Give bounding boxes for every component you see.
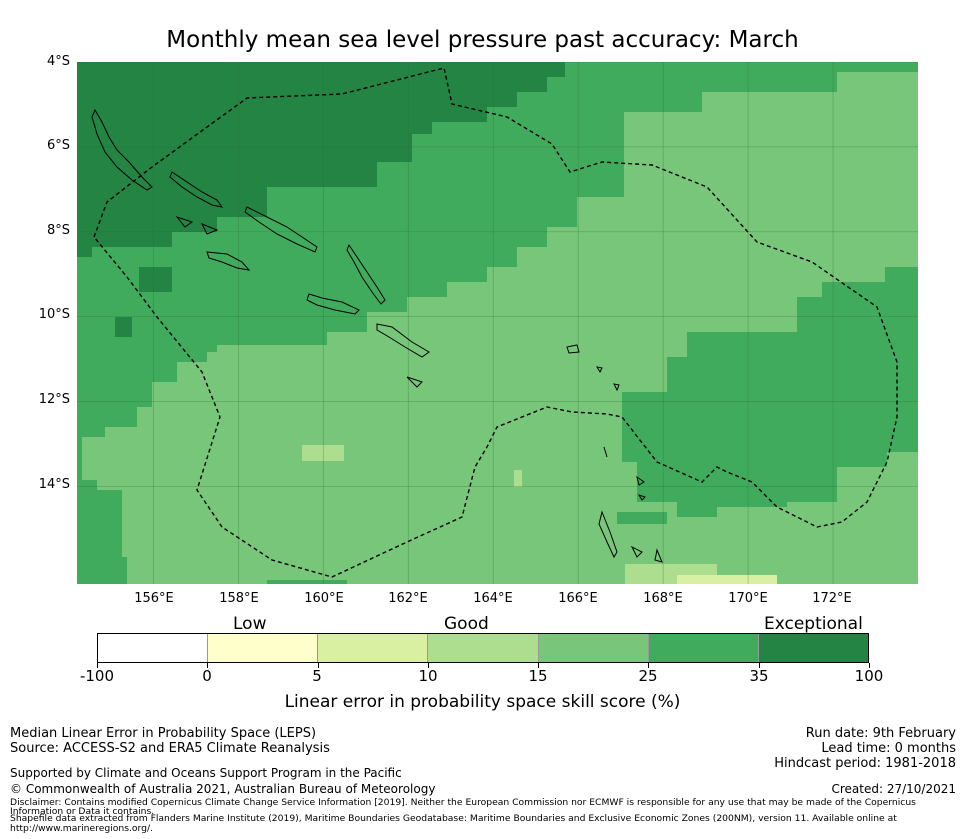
colorbar-title: Linear error in probability space skill … <box>0 692 965 712</box>
skill-region-35-100-small-1 <box>139 267 172 292</box>
footer-source: Source: ACCESS-S2 and ERA5 Climate Reana… <box>10 741 330 756</box>
skill-region-25-35-southwest <box>77 480 127 584</box>
lon-label-156e: 156°E <box>114 591 194 606</box>
colorbar-segment-7 <box>759 634 868 662</box>
footer-disclaimer-4: http://www.marineregions.org/. <box>10 823 153 834</box>
hindcast-period: Hindcast period: 1981-2018 <box>774 756 956 771</box>
footer-method: Median Linear Error in Probability Space… <box>10 726 316 741</box>
colorbar-tick-label: 5 <box>287 667 347 685</box>
lon-label-166e: 166°E <box>538 591 618 606</box>
lat-label-8s: 8°S <box>0 223 70 238</box>
colorbar-tick-label: 15 <box>508 667 568 685</box>
created-date: Created: 27/10/2021 <box>831 782 956 796</box>
lead-time: Lead time: 0 months <box>821 741 956 756</box>
skill-region-10-15-2 <box>514 470 522 487</box>
colorbar-segment-6 <box>649 634 759 662</box>
map-title: Monthly mean sea level pressure past acc… <box>0 27 965 53</box>
colorbar-segment-3 <box>318 634 428 662</box>
lat-label-12s: 12°S <box>0 392 70 407</box>
lon-label-158e: 158°E <box>199 591 279 606</box>
colorbar-tick-label: 25 <box>618 667 678 685</box>
colorbar-tick-label: -100 <box>67 667 127 685</box>
lon-label-168e: 168°E <box>623 591 703 606</box>
lat-label-10s: 10°S <box>0 307 70 322</box>
colorbar-tick-label: 10 <box>398 667 458 685</box>
skill-region-25-35-southeast-small <box>617 512 667 524</box>
lon-label-164e: 164°E <box>453 591 533 606</box>
footer-copyright: © Commonwealth of Australia 2021, Austra… <box>10 782 435 796</box>
run-date: Run date: 9th February <box>806 726 956 741</box>
lat-label-14s: 14°S <box>0 477 70 492</box>
colorbar-tick-label: 0 <box>177 667 237 685</box>
colorbar-segment-4 <box>428 634 538 662</box>
colorbar-tick-label: 35 <box>729 667 789 685</box>
colorbar-tick-label: 100 <box>839 667 899 685</box>
lat-label-6s: 6°S <box>0 138 70 153</box>
skill-score-map <box>77 62 918 584</box>
footer-support: Supported by Climate and Oceans Support … <box>10 766 402 780</box>
colorbar <box>97 633 869 663</box>
colorbar-segment-1 <box>98 634 208 662</box>
lat-label-4s: 4°S <box>0 54 70 69</box>
colorbar-segment-5 <box>539 634 649 662</box>
lon-label-172e: 172°E <box>792 591 872 606</box>
lon-label-160e: 160°E <box>284 591 364 606</box>
category-low: Low <box>233 614 266 634</box>
category-exceptional: Exceptional <box>764 614 863 634</box>
category-good: Good <box>444 614 489 634</box>
lon-label-162e: 162°E <box>368 591 448 606</box>
skill-region-25-35-south <box>267 580 347 584</box>
skill-region-35-100-small-2 <box>115 317 132 337</box>
lon-label-170e: 170°E <box>708 591 788 606</box>
skill-region-5-10 <box>677 575 777 584</box>
colorbar-segment-2 <box>208 634 318 662</box>
